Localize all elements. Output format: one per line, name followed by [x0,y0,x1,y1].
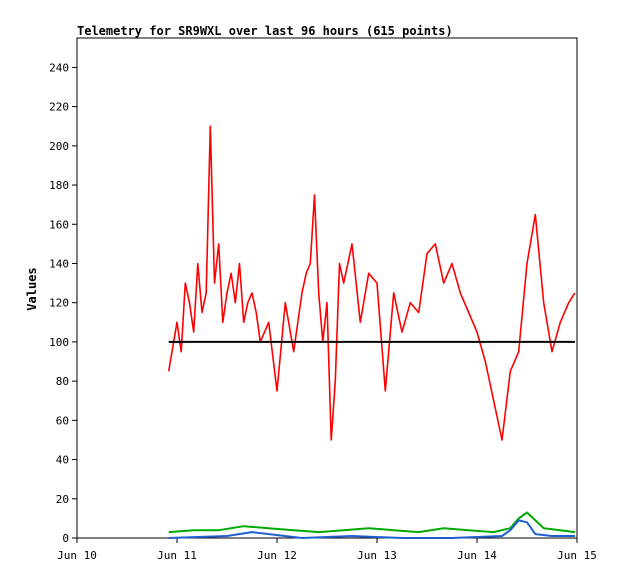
y-tick-label: 160 [49,218,69,231]
x-tick-label: Jun 12 [257,549,297,562]
y-axis: 0 20 40 60 80 100 120 140 160 180 200 220 240 [49,61,77,545]
plot-frame [76,37,578,539]
x-axis: Jun 10 Jun 11 Jun 12 Jun 13 Jun 14 Jun 15 [57,538,597,562]
y-tick-label: 140 [49,257,69,270]
x-tick-label: Jun 10 [57,549,97,562]
x-tick-label: Jun 14 [457,549,497,562]
y-tick-label: 220 [49,101,69,114]
y-tick-label: 120 [49,297,69,310]
y-axis-label: Values [25,267,39,310]
y-tick-label: 0 [62,532,69,545]
y-tick-label: 240 [49,61,69,74]
series-line-red [167,125,576,441]
series-line-green [168,511,576,534]
x-tick-label: Jun 13 [357,549,397,562]
y-tick-label: 180 [49,179,69,192]
series-line-blue [168,519,575,539]
y-tick-label: 80 [56,375,69,388]
chart-title: Telemetry for SR9WXL over last 96 hours … [77,24,453,38]
y-tick-label: 100 [49,336,69,349]
y-tick-label: 20 [56,493,69,506]
y-tick-label: 200 [49,140,69,153]
y-tick-label: 60 [56,414,69,427]
x-tick-label: Jun 15 [557,549,597,562]
series-layer [167,125,576,539]
x-tick-label: Jun 11 [157,549,197,562]
y-tick-label: 40 [56,454,69,467]
